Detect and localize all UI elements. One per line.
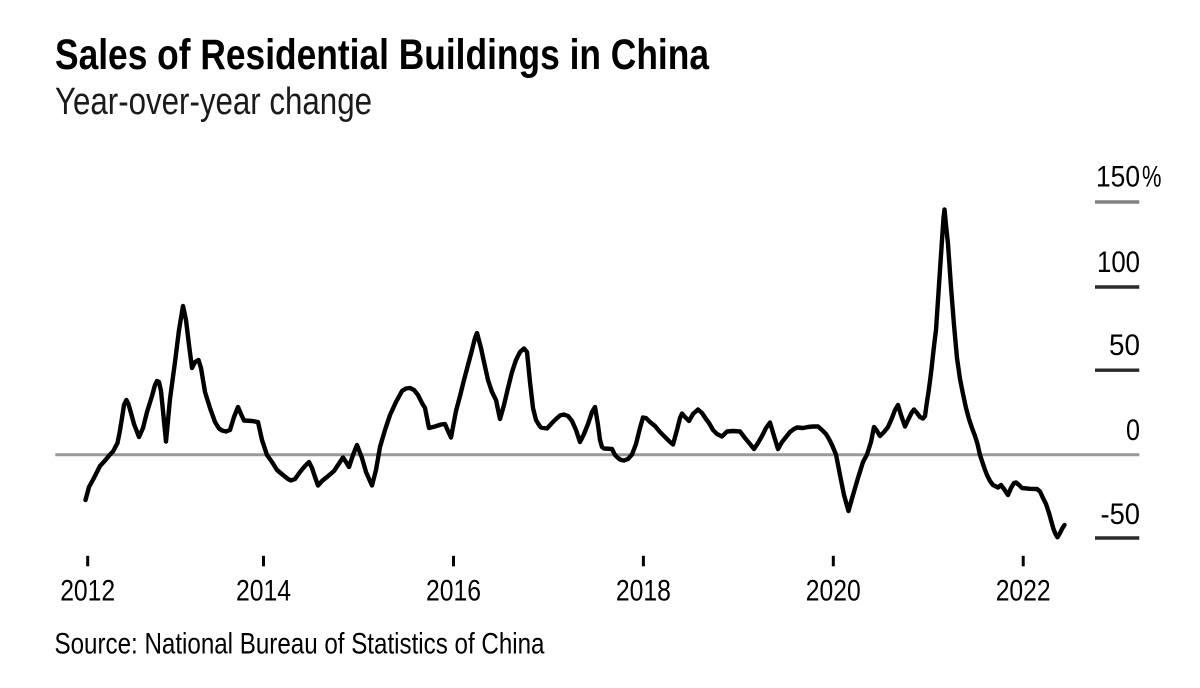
svg-text:Source: National Bureau of Sta: Source: National Bureau of Statistics of…: [55, 628, 545, 661]
svg-text:Sales of Residential Buildings: Sales of Residential Buildings in China: [55, 31, 710, 79]
svg-text:2012: 2012: [60, 574, 115, 607]
svg-text:2014: 2014: [236, 574, 291, 607]
svg-text:0: 0: [1126, 414, 1140, 447]
svg-text:2016: 2016: [426, 574, 481, 607]
svg-text:50: 50: [1109, 329, 1140, 362]
svg-text:100: 100: [1097, 246, 1140, 279]
svg-text:2020: 2020: [806, 574, 861, 607]
svg-text:-50: -50: [1101, 498, 1141, 531]
svg-text:%: %: [1142, 161, 1162, 194]
svg-text:2018: 2018: [616, 574, 671, 607]
svg-text:2022: 2022: [996, 574, 1051, 607]
svg-text:Year-over-year change: Year-over-year change: [55, 81, 372, 123]
svg-text:150: 150: [1096, 161, 1140, 194]
